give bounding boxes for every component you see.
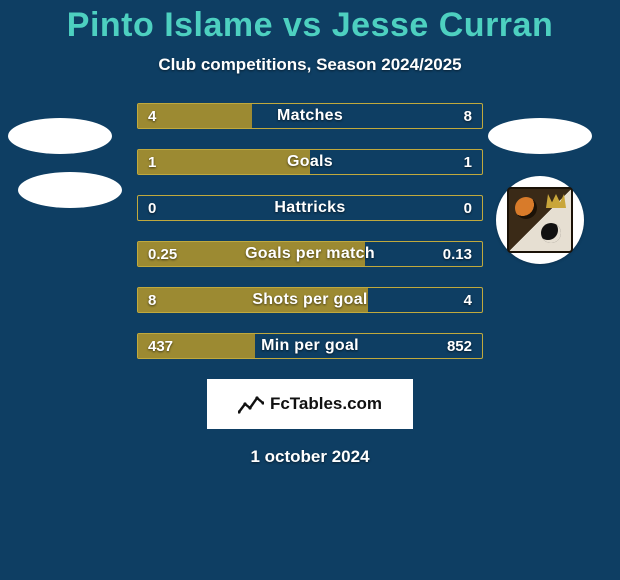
player1-avatar-placeholder	[8, 118, 112, 154]
stat-bar: 84Shots per goal	[137, 287, 483, 313]
stat-bar: 437852Min per goal	[137, 333, 483, 359]
player2-club-crest	[496, 176, 584, 264]
stat-bar: 0.250.13Goals per match	[137, 241, 483, 267]
subtitle: Club competitions, Season 2024/2025	[0, 55, 620, 75]
crest-icon	[507, 187, 573, 253]
stat-label: Hattricks	[138, 196, 482, 220]
stat-bar: 00Hattricks	[137, 195, 483, 221]
player1-club-placeholder	[18, 172, 122, 208]
comparison-card: Pinto Islame vs Jesse Curran Club compet…	[0, 0, 620, 580]
stat-label: Matches	[138, 104, 482, 128]
stat-bars: 48Matches 11Goals 00Hattricks 0.250.13Goals…	[137, 103, 483, 359]
stat-label: Goals per match	[138, 242, 482, 266]
brand-text: FcTables.com	[270, 394, 382, 414]
stat-bar: 48Matches	[137, 103, 483, 129]
page-title: Pinto Islame vs Jesse Curran	[0, 0, 620, 45]
stat-label: Shots per goal	[138, 288, 482, 312]
brand-icon	[238, 394, 264, 414]
stat-label: Min per goal	[138, 334, 482, 358]
player2-avatar-placeholder	[488, 118, 592, 154]
stat-bar: 11Goals	[137, 149, 483, 175]
stat-label: Goals	[138, 150, 482, 174]
brand-box[interactable]: FcTables.com	[207, 379, 413, 429]
date-label: 1 october 2024	[0, 447, 620, 467]
